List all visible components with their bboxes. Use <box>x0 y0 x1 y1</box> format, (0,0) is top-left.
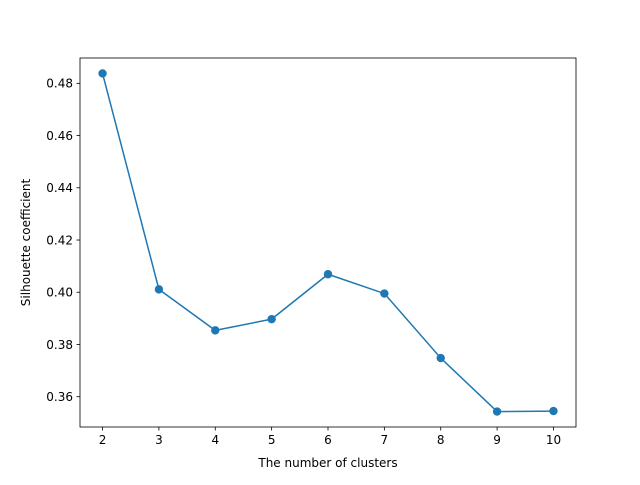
x-axis: 2 3 4 5 6 7 8 9 10 <box>99 427 561 447</box>
data-point <box>98 69 107 78</box>
y-tick-label: 0.46 <box>46 129 73 143</box>
x-tick-label: 10 <box>546 433 561 447</box>
y-tick-label: 0.44 <box>46 181 73 195</box>
y-tick-label: 0.36 <box>46 390 73 404</box>
x-tick-label: 9 <box>493 433 501 447</box>
data-point <box>436 353 445 363</box>
data-point <box>380 289 389 298</box>
x-tick-label: 4 <box>211 433 219 447</box>
y-axis-label: Silhouette coefficient <box>19 179 33 307</box>
data-point <box>211 326 220 335</box>
x-tick-label: 7 <box>381 433 389 447</box>
x-tick-label: 8 <box>437 433 445 447</box>
data-point <box>549 406 558 416</box>
x-tick-label: 3 <box>155 433 163 447</box>
data-point <box>154 285 164 294</box>
plot-area: 2 3 4 5 6 7 8 9 10 0.36 0.38 0.40 0.42 0.44 0.46 0.48 <box>46 57 577 447</box>
x-tick-label: 2 <box>99 433 107 447</box>
data-point <box>492 407 502 416</box>
data-point <box>323 270 333 279</box>
x-tick-label: 6 <box>324 433 332 447</box>
y-axis: 0.36 0.38 0.40 0.42 0.44 0.46 0.48 <box>46 77 80 404</box>
x-tick-label: 5 <box>268 433 276 447</box>
y-tick-label: 0.38 <box>46 338 73 352</box>
series-layer <box>98 69 558 416</box>
y-tick-label: 0.48 <box>46 77 73 91</box>
y-tick-label: 0.40 <box>46 286 73 300</box>
data-point <box>267 314 276 324</box>
x-axis-label: The number of clusters <box>257 456 397 470</box>
y-tick-label: 0.42 <box>46 233 73 247</box>
